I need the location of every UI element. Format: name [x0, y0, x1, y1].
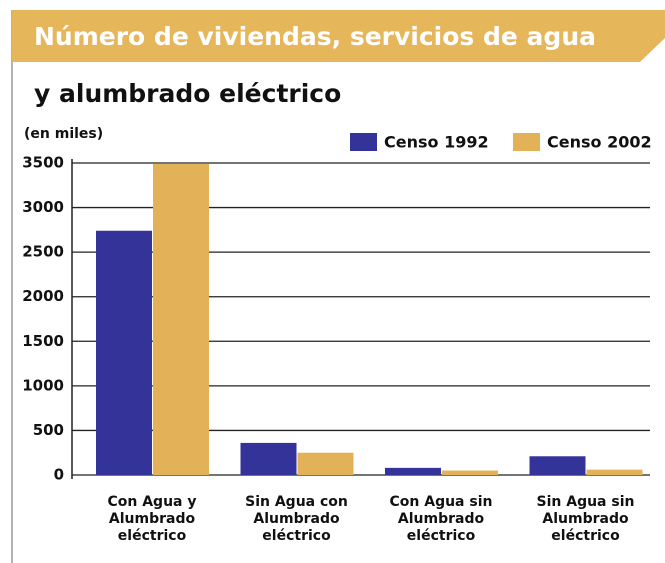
title-banner	[12, 10, 665, 62]
y-tick-label: 0	[54, 466, 64, 484]
y-tick-label: 3500	[22, 154, 64, 172]
chart-title: Número de viviendas, servicios de agua	[34, 22, 596, 51]
legend-swatch	[350, 133, 377, 151]
bar	[385, 467, 441, 475]
bar	[442, 470, 498, 475]
x-tick-label: Sin Agua sin Alumbrado eléctrico	[536, 494, 635, 544]
y-tick-label: 1500	[22, 332, 64, 350]
x-tick-label: Sin Agua con Alumbrado eléctrico	[245, 494, 348, 544]
legend-label: Censo 1992	[384, 133, 489, 152]
chart-title: y alumbrado eléctrico	[34, 79, 341, 108]
y-axis-label: (en miles)	[24, 126, 103, 142]
y-tick-label: 1000	[22, 376, 64, 394]
y-tick-label: 2000	[22, 287, 64, 305]
legend-label: Censo 2002	[547, 133, 652, 152]
bar	[586, 469, 643, 475]
bar	[529, 456, 586, 475]
bar	[240, 442, 297, 475]
bar	[96, 230, 152, 475]
y-tick-label: 3000	[22, 198, 64, 216]
y-tick-label: 2500	[22, 243, 64, 261]
x-tick-label: Con Agua y Alumbrado eléctrico	[107, 494, 197, 544]
bar	[153, 163, 209, 476]
bar	[297, 452, 354, 475]
legend-swatch	[513, 133, 540, 151]
x-tick-label: Con Agua sin Alumbrado eléctrico	[389, 494, 493, 544]
y-tick-label: 500	[33, 421, 64, 439]
